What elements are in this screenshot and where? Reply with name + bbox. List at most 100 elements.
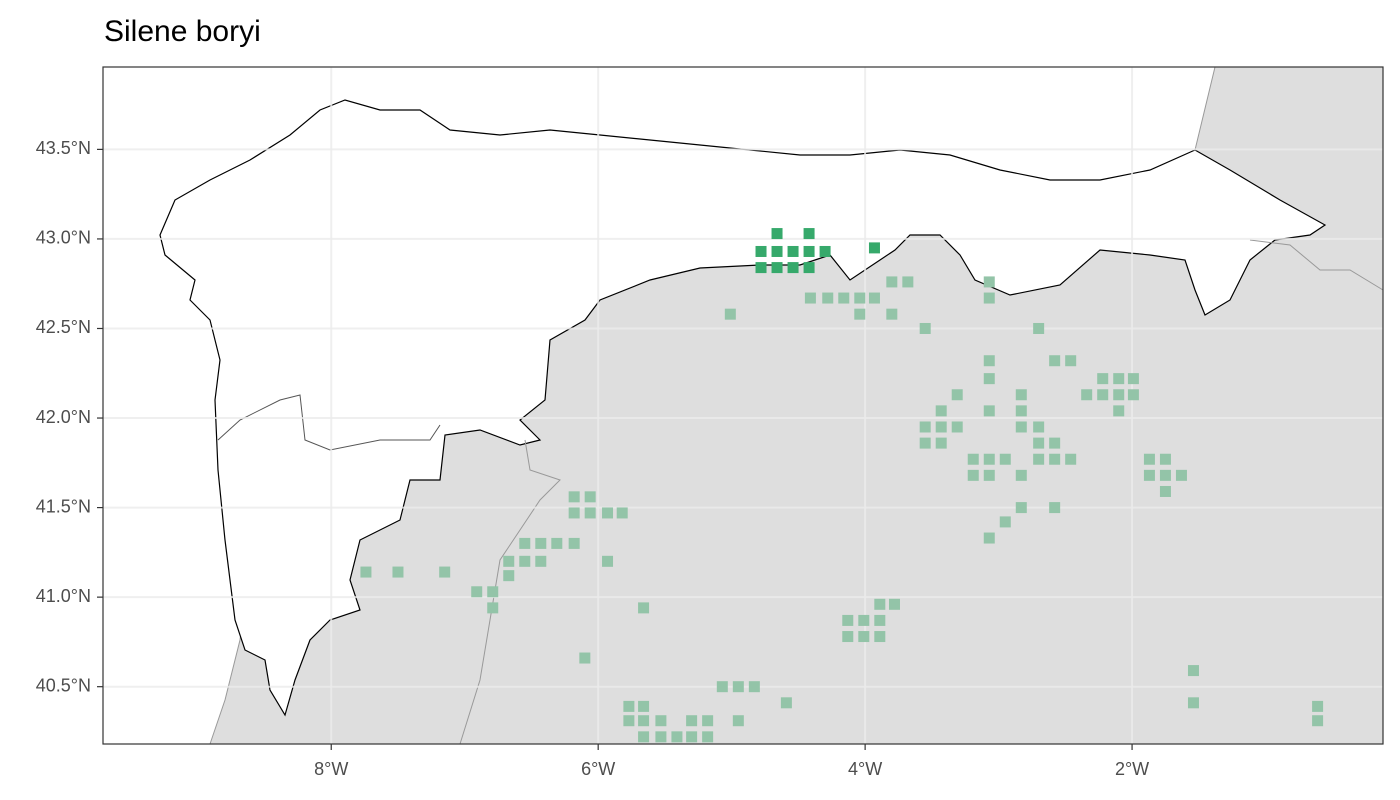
occurrence-cell xyxy=(858,631,870,643)
occurrence-cell xyxy=(487,586,499,598)
occurrence-cell xyxy=(787,245,799,257)
occurrence-cell xyxy=(858,614,870,626)
occurrence-cell xyxy=(638,715,650,727)
occurrence-cell xyxy=(771,228,783,240)
occurrence-cell xyxy=(1049,437,1061,449)
x-tick-label: 2°W xyxy=(1115,759,1149,779)
occurrence-cell xyxy=(503,570,515,582)
occurrence-cell xyxy=(1143,453,1155,465)
occurrence-cell xyxy=(716,681,728,693)
occurrence-cell xyxy=(951,421,963,433)
occurrence-cell xyxy=(983,532,995,544)
occurrence-cell xyxy=(1097,373,1109,385)
occurrence-cell xyxy=(1143,469,1155,481)
border-line xyxy=(217,394,441,451)
occurrence-cell xyxy=(1159,485,1171,497)
occurrence-cell xyxy=(842,631,854,643)
occurrence-cell xyxy=(551,537,563,549)
occurrence-cell xyxy=(755,245,767,257)
occurrence-cell xyxy=(638,731,650,743)
map-base xyxy=(159,66,1384,745)
occurrence-cell xyxy=(822,292,834,304)
occurrence-cell xyxy=(935,437,947,449)
occurrence-cell xyxy=(1015,405,1027,417)
occurrence-cell xyxy=(886,276,898,288)
occurrence-cell xyxy=(804,292,816,304)
border-line xyxy=(459,439,561,745)
occurrence-cell xyxy=(1097,389,1109,401)
y-tick-label: 43.0°N xyxy=(36,228,91,248)
occurrence-cell xyxy=(983,373,995,385)
occurrence-cell xyxy=(983,292,995,304)
y-tick-label: 40.5°N xyxy=(36,675,91,695)
occurrence-cell xyxy=(999,516,1011,528)
occurrence-cell xyxy=(487,602,499,614)
occurrence-cell xyxy=(471,586,483,598)
occurrence-cell xyxy=(868,292,880,304)
occurrence-cell xyxy=(755,262,767,274)
y-tick-label: 42.0°N xyxy=(36,407,91,427)
marks xyxy=(360,228,1324,743)
occurrence-cell xyxy=(874,614,886,626)
occurrence-cell xyxy=(1065,355,1077,367)
occurrence-cell xyxy=(983,276,995,288)
occurrence-cell xyxy=(1033,322,1045,334)
occurrence-cell xyxy=(803,245,815,257)
occurrence-cell xyxy=(623,715,635,727)
occurrence-cell xyxy=(967,469,979,481)
occurrence-cell xyxy=(439,566,451,578)
occurrence-cell xyxy=(1127,389,1139,401)
occurrence-cell xyxy=(1127,373,1139,385)
y-tick-label: 43.5°N xyxy=(36,138,91,158)
occurrence-cell xyxy=(392,566,404,578)
occurrence-cell xyxy=(519,537,531,549)
occurrence-cell xyxy=(1049,355,1061,367)
chart-title: Silene boryi xyxy=(104,15,261,48)
occurrence-cell xyxy=(535,555,547,567)
y-tick-label: 41.5°N xyxy=(36,496,91,516)
occurrence-cell xyxy=(686,715,698,727)
grid xyxy=(103,67,1383,744)
occurrence-cell xyxy=(1187,665,1199,677)
occurrence-cell xyxy=(1159,469,1171,481)
occurrence-cell xyxy=(1113,405,1125,417)
occurrence-cell xyxy=(568,507,580,519)
occurrence-cell xyxy=(854,292,866,304)
occurrence-cell xyxy=(902,276,914,288)
occurrence-cell xyxy=(1081,389,1093,401)
occurrence-cell xyxy=(838,292,850,304)
y-tick-label: 42.5°N xyxy=(36,317,91,337)
occurrence-cell xyxy=(638,700,650,712)
occurrence-cell xyxy=(655,731,667,743)
occurrence-cell xyxy=(535,537,547,549)
occurrence-cell xyxy=(1033,437,1045,449)
occurrence-cell xyxy=(1015,502,1027,514)
occurrence-cell xyxy=(935,405,947,417)
panel-border xyxy=(102,66,1384,745)
occurrence-cell xyxy=(1159,453,1171,465)
occurrence-cell xyxy=(803,262,815,274)
occurrence-cell xyxy=(724,308,736,320)
occurrence-cell xyxy=(983,355,995,367)
occurrence-cell xyxy=(951,389,963,401)
occurrence-cell xyxy=(623,700,635,712)
occurrence-cell xyxy=(983,405,995,417)
occurrence-cell xyxy=(1175,469,1187,481)
occurrence-cell xyxy=(671,731,683,743)
occurrence-cell xyxy=(579,652,591,664)
occurrence-cell xyxy=(868,242,880,254)
occurrence-cell xyxy=(655,715,667,727)
occurrence-cell xyxy=(732,715,744,727)
occurrence-cell xyxy=(1015,421,1027,433)
occurrence-cell xyxy=(568,537,580,549)
occurrence-cell xyxy=(854,308,866,320)
occurrence-cell xyxy=(1049,502,1061,514)
occurrence-cell xyxy=(888,598,900,610)
occurrence-cell xyxy=(919,322,931,334)
x-tick-label: 6°W xyxy=(581,759,615,779)
occurrence-cell xyxy=(1033,421,1045,433)
axes: 8°W 6°W 4°W 2°W 40.5°N 41.0°N 41.5°N 42.0°N 42.5… xyxy=(36,138,1149,779)
occurrence-cell xyxy=(983,469,995,481)
